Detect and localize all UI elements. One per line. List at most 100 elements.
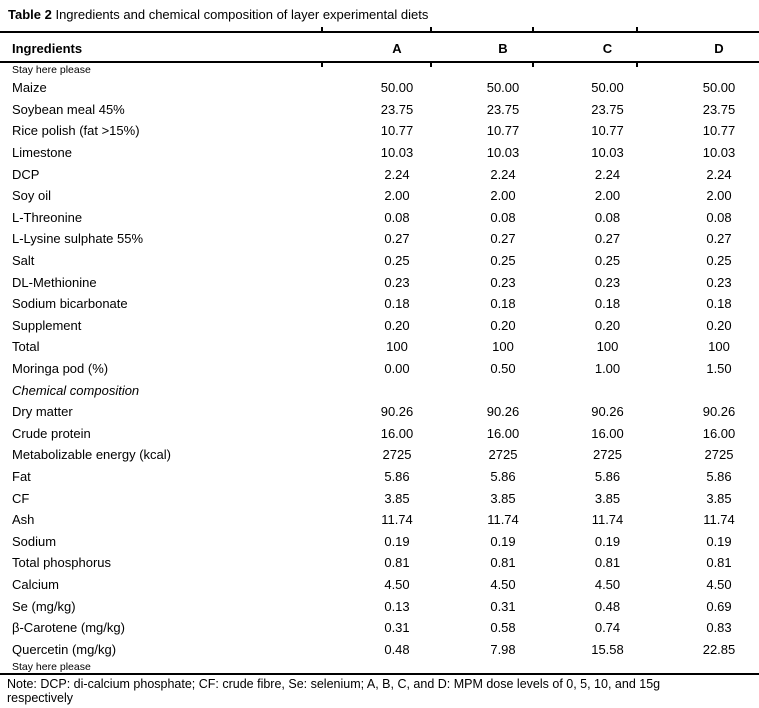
value-cell bbox=[450, 660, 556, 674]
value-cell: 0.25 bbox=[594, 253, 621, 269]
table-row: Sodium bicarbonate 0.18 0.18 0.18 0.18 bbox=[0, 293, 759, 315]
ingredient-cell: DCP bbox=[12, 166, 40, 182]
table-body: Stay here please Maize 50.00 50.00 50.00 50.0… bbox=[0, 63, 759, 674]
value-cell: 0.18 bbox=[594, 296, 621, 312]
ingredient-cell: Calcium bbox=[12, 576, 59, 592]
value-cell: 0.00 bbox=[384, 361, 410, 377]
value-cell: 4.50 bbox=[706, 576, 732, 592]
value-cell: 50.00 bbox=[486, 80, 520, 96]
ingredient-cell: Metabolizable energy (kcal) bbox=[12, 447, 171, 463]
table-note-line: Note: DCP: di-calcium phosphate; CF: cru… bbox=[7, 677, 661, 691]
value-cell: 2725 bbox=[488, 447, 518, 463]
value-cell: 2725 bbox=[593, 447, 622, 463]
value-cell bbox=[556, 660, 659, 674]
table-row: L-Lysine sulphate 55% 0.27 0.27 0.27 0.27 bbox=[0, 228, 759, 250]
table-row: Supplement 0.20 0.20 0.20 0.20 bbox=[0, 315, 759, 337]
value-cell: 0.18 bbox=[384, 296, 410, 312]
column-tick bbox=[321, 27, 323, 31]
value-cell: 4.50 bbox=[384, 576, 410, 592]
value-cell bbox=[344, 379, 450, 401]
table-row: Metabolizable energy (kcal) 2725 2725 2725 2… bbox=[0, 444, 759, 466]
value-cell: 50.00 bbox=[591, 80, 624, 96]
value-cell: 2.00 bbox=[594, 188, 621, 204]
ingredient-cell: Se (mg/kg) bbox=[12, 598, 76, 614]
value-cell: 50.00 bbox=[702, 80, 736, 96]
value-cell: 7.98 bbox=[490, 641, 516, 657]
value-cell bbox=[450, 63, 556, 77]
value-cell: 0.58 bbox=[490, 620, 516, 636]
table-row: Moringa pod (%) 0.00 0.50 1.00 1.50 bbox=[0, 358, 759, 380]
column-tick bbox=[532, 63, 534, 67]
value-cell: 1.00 bbox=[594, 361, 621, 377]
table-title-number: Table 2 bbox=[8, 7, 52, 22]
table-row: Total phosphorus 0.81 0.81 0.81 0.81 bbox=[0, 552, 759, 574]
ingredient-cell: Soy oil bbox=[12, 188, 52, 204]
value-cell: 90.26 bbox=[380, 404, 414, 420]
value-cell: 0.48 bbox=[594, 598, 621, 614]
value-cell: 11.74 bbox=[591, 512, 624, 528]
value-cell: 11.74 bbox=[487, 512, 519, 528]
value-cell: 0.25 bbox=[706, 253, 732, 269]
value-cell: 100 bbox=[596, 339, 619, 355]
value-cell: 0.08 bbox=[594, 209, 621, 225]
value-cell: 0.74 bbox=[594, 620, 621, 636]
ingredient-cell: Dry matter bbox=[12, 404, 73, 420]
value-cell: 11.74 bbox=[381, 512, 413, 528]
ingredient-cell: DL-Methionine bbox=[12, 274, 97, 290]
value-cell: 0.48 bbox=[384, 641, 410, 657]
table-note: Note: DCP: di-calcium phosphate; CF: cru… bbox=[7, 677, 660, 705]
column-tick bbox=[532, 27, 534, 31]
table-row: Chemical composition bbox=[0, 379, 759, 401]
table-row: Quercetin (mg/kg) 0.48 7.98 15.58 22.85 bbox=[0, 638, 759, 660]
table-row: Calcium 4.50 4.50 4.50 4.50 bbox=[0, 574, 759, 596]
value-cell: 2725 bbox=[382, 447, 412, 463]
table-row: Fat 5.86 5.86 5.86 5.86 bbox=[0, 466, 759, 488]
column-tick bbox=[430, 63, 432, 67]
value-cell bbox=[659, 63, 759, 77]
value-cell: 0.31 bbox=[490, 598, 516, 614]
value-cell bbox=[450, 379, 556, 401]
table-row: Crude protein 16.00 16.00 16.00 16.00 bbox=[0, 423, 759, 445]
column-header-diet-a: A bbox=[392, 41, 402, 56]
value-cell: 10.77 bbox=[380, 123, 414, 139]
ingredient-cell: Crude protein bbox=[12, 425, 91, 441]
value-cell: 3.85 bbox=[594, 490, 621, 506]
value-cell bbox=[556, 63, 659, 77]
value-cell: 0.13 bbox=[384, 598, 410, 614]
value-cell bbox=[659, 660, 759, 674]
table-row: Se (mg/kg) 0.13 0.31 0.48 0.69 bbox=[0, 595, 759, 617]
ingredient-cell: Sodium bbox=[12, 533, 57, 549]
table-row: β-Carotene (mg/kg) 0.31 0.58 0.74 0.83 bbox=[0, 617, 759, 639]
value-cell: 23.75 bbox=[380, 101, 414, 117]
ingredient-cell: Limestone bbox=[12, 145, 72, 161]
value-cell: 2.24 bbox=[594, 166, 621, 182]
value-cell: 10.03 bbox=[702, 145, 736, 161]
value-cell: 0.50 bbox=[490, 361, 516, 377]
value-cell: 50.00 bbox=[380, 80, 414, 96]
column-tick bbox=[321, 63, 323, 67]
column-tick bbox=[430, 27, 432, 31]
table-bottom-rule bbox=[0, 673, 759, 675]
table-row: Stay here please bbox=[0, 63, 759, 77]
value-cell: 0.27 bbox=[384, 231, 410, 247]
table-row: DL-Methionine 0.23 0.23 0.23 0.23 bbox=[0, 271, 759, 293]
value-cell bbox=[344, 660, 450, 674]
column-tick bbox=[636, 63, 638, 67]
value-cell: 2725 bbox=[704, 447, 734, 463]
ingredient-cell: Ash bbox=[12, 512, 35, 528]
value-cell: 0.18 bbox=[706, 296, 732, 312]
value-cell: 0.23 bbox=[384, 274, 410, 290]
value-cell: 0.81 bbox=[594, 555, 621, 571]
value-cell: 10.03 bbox=[380, 145, 414, 161]
table-note-line: respectively bbox=[7, 691, 73, 705]
table-row: Stay here please bbox=[0, 660, 759, 674]
value-cell: 0.31 bbox=[384, 620, 410, 636]
value-cell: 5.86 bbox=[706, 468, 732, 484]
value-cell: 0.08 bbox=[490, 209, 516, 225]
table-row: Maize 50.00 50.00 50.00 50.00 bbox=[0, 77, 759, 99]
value-cell: 100 bbox=[708, 339, 730, 355]
ingredient-cell: Supplement bbox=[12, 317, 82, 333]
ingredient-cell: Sodium bicarbonate bbox=[12, 296, 128, 312]
table-row: Salt 0.25 0.25 0.25 0.25 bbox=[0, 250, 759, 272]
value-cell: 4.50 bbox=[594, 576, 621, 592]
